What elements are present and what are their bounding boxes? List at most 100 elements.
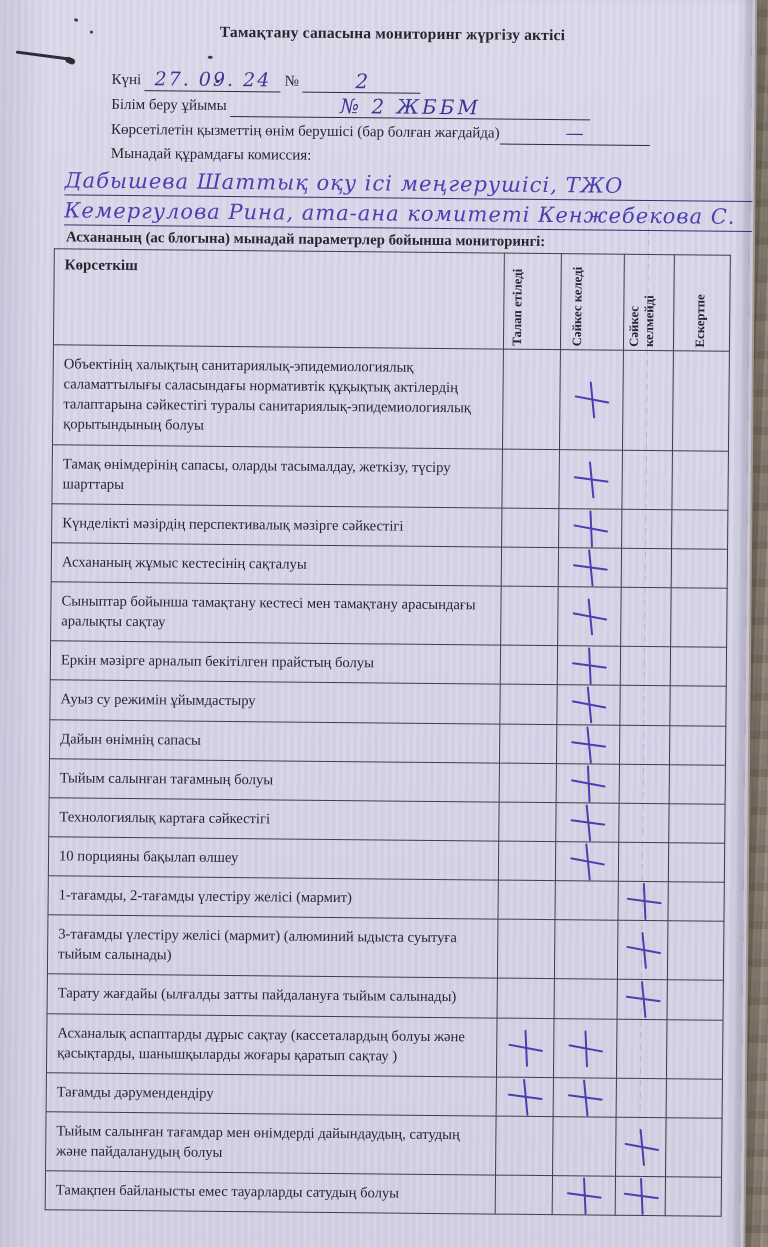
commission-label: Мынадай құрамдағы комиссия: <box>110 145 312 164</box>
cell-talap <box>501 448 560 509</box>
handwritten-plus-mark <box>571 1081 599 1113</box>
cell-keledi <box>558 449 623 509</box>
table-row: Тыйым салынған тағамның болуы <box>49 758 726 804</box>
handwritten-plus-mark <box>576 512 604 544</box>
cell-eskertpe <box>667 881 725 922</box>
monitoring-table-body: Объектінің халықтың санитариялық-эпидеми… <box>45 344 730 1217</box>
document-paper: Тамақтану сапасына мониторинг жүргізу ак… <box>0 0 752 1247</box>
cell-talap <box>501 546 559 587</box>
cell-keledi <box>556 763 620 803</box>
row-indicator-label: 3-тағамды үлестіру желісі (мармит) (алюм… <box>47 914 498 979</box>
table-row: Технологиялық картаға сәйкестігі <box>48 797 726 844</box>
header-note: Ескертпе <box>673 254 731 352</box>
handwritten-plus-mark <box>627 1131 655 1163</box>
cell-eskertpe <box>670 587 728 648</box>
cell-talap <box>497 978 555 1019</box>
row-indicator-label: Тамақпен байланысты емес тауарларды сату… <box>45 1170 496 1215</box>
cell-talap <box>499 762 557 803</box>
cell-keledi <box>557 645 621 686</box>
table-row: Күнделікті мәзірдің перспективалық мәзір… <box>51 503 728 550</box>
row-indicator-label: Тағамды дәрумендендіру <box>46 1072 497 1116</box>
cell-talap <box>495 1175 553 1215</box>
table-row: 3-тағамды үлестіру желісі (мармит) (алюм… <box>47 914 724 981</box>
cell-kelmeydi <box>615 1117 667 1177</box>
row-indicator-label: Тарату жағдайы (ылғалды затты пайдалануғ… <box>47 974 498 1018</box>
handwritten-plus-mark <box>575 650 603 682</box>
cell-kelmeydi <box>620 587 672 647</box>
cell-keledi <box>559 349 624 450</box>
cell-eskertpe <box>668 842 725 883</box>
cell-kelmeydi <box>621 548 672 588</box>
cell-eskertpe <box>666 1078 723 1119</box>
handwritten-plus-mark <box>570 1179 598 1211</box>
handwritten-plus-mark <box>577 463 605 495</box>
header-indicator: Көрсеткіш <box>53 248 505 350</box>
cell-eskertpe <box>669 725 726 765</box>
row-indicator-label: Технологиялық картаға сәйкестігі <box>48 797 500 841</box>
table-row: Тамақпен байланысты емес тауарларды сату… <box>45 1170 722 1217</box>
organization-label: Білім беру ұйымы <box>111 96 227 114</box>
row-indicator-label: Еркін мәзірге арналып бекітілген прайсты… <box>50 641 501 685</box>
cell-keledi <box>552 1175 616 1216</box>
cell-kelmeydi <box>617 920 668 981</box>
cell-eskertpe <box>672 350 730 451</box>
table-row: Дайын өнімнің сапасы <box>49 719 726 765</box>
handwritten-plus-mark <box>573 845 601 877</box>
table-header-row: Көрсеткіш Талап етіледі Сәйкес келеді Сә… <box>53 248 731 352</box>
cell-eskertpe <box>665 1176 722 1217</box>
header-not-complies: Сәйкес келмейді <box>623 254 675 351</box>
number-label: № <box>284 73 300 90</box>
cell-kelmeydi <box>617 881 669 921</box>
cell-kelmeydi <box>616 1018 668 1079</box>
cell-kelmeydi <box>618 842 669 882</box>
cell-talap <box>499 723 557 764</box>
handwritten-plus-mark <box>629 934 657 966</box>
cell-kelmeydi <box>620 646 671 687</box>
cell-eskertpe <box>671 548 728 589</box>
table-row: 10 порцияны бақылап өлшеу <box>48 836 725 883</box>
row-indicator-label: Тыйым салынған тағамдар мен өнімдерді да… <box>45 1111 497 1176</box>
commission-field-row: Мынадай құрамдағы комиссия: <box>111 144 722 171</box>
cell-eskertpe <box>671 509 728 550</box>
cell-kelmeydi <box>619 763 670 804</box>
organization-field-row: Білім беру ұйымы № 2 ЖББМ <box>111 94 722 122</box>
cell-eskertpe <box>665 1117 723 1178</box>
cell-keledi <box>553 1077 617 1118</box>
cell-talap <box>502 349 561 450</box>
table-row: Тамақ өнімдерінің сапасы, оларды тасымал… <box>51 444 729 511</box>
table-row: Сыныптар бойынша тамақтану кестесі мен т… <box>50 581 728 648</box>
cell-talap <box>497 919 555 979</box>
table-row: Тарату жағдайы (ылғалды затты пайдалануғ… <box>47 974 724 1020</box>
handwritten-plus-mark <box>571 1032 599 1064</box>
cell-talap <box>496 1017 555 1078</box>
cell-eskertpe <box>668 803 726 844</box>
row-indicator-label: Тамақ өнімдерінің сапасы, оларды тасымал… <box>51 444 503 508</box>
cell-kelmeydi <box>621 449 673 510</box>
cell-keledi <box>554 978 618 1019</box>
cell-eskertpe <box>670 646 727 687</box>
handwritten-plus-mark <box>573 806 601 838</box>
cell-talap <box>498 840 556 881</box>
supplier-handwritten-value: — <box>499 122 650 146</box>
cell-talap <box>500 645 558 686</box>
cell-eskertpe <box>667 980 724 1020</box>
handwritten-plus-mark <box>511 1081 539 1113</box>
table-row: Тағамды дәрумендендіру <box>46 1072 723 1119</box>
supplier-label: Көрсетілетін қызметтің өнім берушісі (ба… <box>110 121 500 142</box>
cell-kelmeydi <box>619 724 670 765</box>
cell-keledi <box>557 586 622 647</box>
table-row: Ауыз су режимін ұйымдастыру <box>49 680 727 726</box>
handwritten-plus-mark <box>626 1180 654 1212</box>
row-indicator-label: Күнделікті мәзірдің перспективалық мәзір… <box>51 503 502 547</box>
document-title: Тамақтану сапасына мониторинг жүргізу ак… <box>219 23 566 45</box>
cell-kelmeydi <box>617 979 668 1020</box>
cell-keledi <box>555 802 620 843</box>
header-required: Талап етіледі <box>503 253 562 350</box>
row-indicator-label: Тыйым салынған тағамның болуы <box>49 758 500 802</box>
cell-keledi <box>552 1116 617 1177</box>
table-row: Еркін мәзірге арналып бекітілген прайсты… <box>50 641 727 687</box>
handwritten-plus-mark <box>629 885 657 917</box>
row-indicator-label: Асханалық аспаптарды дұрыс сақтау (кассе… <box>46 1013 498 1077</box>
cell-keledi <box>558 547 622 588</box>
handwritten-plus-mark <box>628 983 656 1015</box>
